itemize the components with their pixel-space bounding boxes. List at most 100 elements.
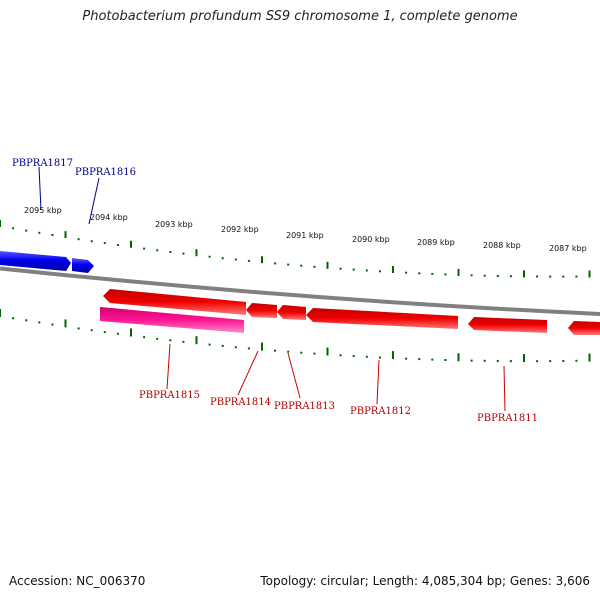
scale-label-2087: 2087 kbp — [549, 244, 587, 253]
upper-scale-major-tick — [0, 220, 1, 227]
lower-scale-minor-tick — [221, 344, 224, 347]
gene-label-rev-b[interactable]: PBPRA1814 — [210, 397, 271, 408]
gene-arrow-rev-c-1[interactable] — [246, 303, 277, 318]
upper-scale-major-tick — [261, 256, 263, 264]
lower-scale-minor-tick — [431, 358, 434, 361]
lower-scale-minor-tick — [496, 360, 499, 362]
lower-scale-minor-tick — [562, 360, 565, 362]
scale-label-2093: 2093 kbp — [155, 220, 193, 229]
lower-scale-minor-tick — [352, 355, 355, 358]
gene-arrow-rev-c-2[interactable] — [277, 305, 306, 320]
lower-scale-minor-tick — [444, 359, 447, 361]
upper-scale-minor-tick — [562, 275, 565, 278]
lower-scale-major-tick — [261, 342, 263, 351]
upper-scale-minor-tick — [103, 242, 106, 245]
upper-scale-minor-tick — [549, 275, 552, 278]
upper-scale-track — [0, 220, 591, 278]
upper-scale-minor-tick — [536, 275, 539, 278]
upper-scale-minor-tick — [274, 262, 277, 265]
gene-arrow-rev-f[interactable] — [568, 321, 600, 335]
scale-label-2095: 2095 kbp — [24, 206, 62, 215]
upper-scale-minor-tick — [169, 251, 172, 253]
upper-scale-minor-tick — [444, 273, 447, 276]
upper-scale-minor-tick — [116, 244, 119, 246]
gene-label-rev-a[interactable]: PBPRA1815 — [139, 390, 200, 401]
upper-scale-minor-tick — [300, 264, 303, 267]
gene-arrow-fwd-b[interactable] — [72, 258, 94, 273]
upper-scale-minor-tick — [313, 265, 316, 268]
upper-scale-major-tick — [457, 268, 460, 276]
upper-scale-minor-tick — [470, 274, 473, 277]
upper-scale-major-tick — [588, 270, 591, 278]
upper-scale-major-tick — [64, 231, 67, 239]
label-leaders — [38, 166, 506, 412]
lower-scale-minor-tick — [156, 337, 159, 340]
upper-scale-minor-tick — [365, 269, 368, 272]
upper-scale-major-tick — [523, 270, 525, 278]
upper-scale-minor-tick — [156, 249, 159, 252]
lower-scale-minor-tick — [12, 317, 15, 320]
upper-scale-minor-tick — [38, 231, 41, 234]
lower-scale-minor-tick — [51, 323, 54, 326]
lower-scale-track — [0, 309, 591, 363]
upper-scale-minor-tick — [418, 272, 421, 275]
gene-label-fwd-a[interactable]: PBPRA1817 — [12, 158, 73, 169]
scale-label-2089: 2089 kbp — [417, 238, 455, 247]
gene-label-fwd-b[interactable]: PBPRA1816 — [75, 167, 136, 178]
upper-scale-major-tick — [392, 266, 394, 273]
upper-scale-minor-tick — [77, 238, 80, 241]
lower-scale-minor-tick — [25, 319, 28, 322]
genome-summary-text: Topology: circular; Length: 4,085,304 bp… — [260, 574, 590, 588]
lower-scale-minor-tick — [313, 352, 316, 355]
lower-scale-minor-tick — [470, 359, 473, 362]
lower-scale-major-tick — [0, 309, 1, 317]
page-title: Photobacterium profundum SS9 chromosome … — [82, 9, 518, 24]
upper-scale-minor-tick — [247, 259, 250, 262]
gene-label-rev-c[interactable]: PBPRA1813 — [274, 401, 335, 412]
leader-rev-a — [166, 343, 171, 390]
scale-label-2090: 2090 kbp — [352, 235, 390, 244]
scale-labels: 2095 kbp 2094 kbp 2093 kbp 2092 kbp 2091… — [24, 206, 587, 253]
gene-arrow-rev-d[interactable] — [306, 308, 458, 329]
lower-scale-major-tick — [130, 328, 132, 337]
upper-scale-minor-tick — [483, 274, 486, 277]
upper-scale-minor-tick — [208, 255, 211, 258]
lower-scale-major-tick — [195, 336, 198, 345]
leader-fwd-a — [38, 166, 42, 211]
upper-scale-minor-tick — [51, 234, 54, 236]
lower-scale-minor-tick — [208, 343, 211, 346]
gene-arrow-fwd-a[interactable] — [0, 251, 71, 271]
upper-scale-minor-tick — [234, 258, 237, 261]
upper-scale-minor-tick — [378, 270, 381, 273]
accession-text: Accession: NC_006370 — [9, 574, 146, 588]
lower-scale-major-tick — [392, 351, 394, 360]
gene-label-rev-d[interactable]: PBPRA1812 — [350, 406, 411, 417]
lower-scale-minor-tick — [77, 327, 80, 330]
gene-arrow-rev-b[interactable] — [103, 289, 246, 315]
gene-arrow-rev-e[interactable] — [468, 317, 547, 333]
lower-scale-minor-tick — [116, 332, 119, 335]
lower-scale-minor-tick — [575, 359, 578, 362]
lower-scale-minor-tick — [287, 350, 290, 353]
lower-scale-minor-tick — [365, 355, 368, 358]
gene-arrow-rev-a[interactable] — [100, 307, 244, 333]
upper-scale-minor-tick — [287, 263, 290, 266]
scale-label-2091: 2091 kbp — [286, 231, 324, 240]
scale-label-2092: 2092 kbp — [221, 225, 259, 234]
lower-scale-minor-tick — [103, 331, 106, 334]
upper-scale-minor-tick — [509, 275, 512, 278]
scale-label-2094: 2094 kbp — [90, 213, 128, 222]
leader-rev-d — [376, 359, 380, 405]
lower-scale-minor-tick — [549, 360, 552, 363]
lower-scale-minor-tick — [339, 354, 342, 357]
lower-scale-minor-tick — [247, 347, 250, 350]
upper-scale-minor-tick — [12, 227, 15, 230]
chromosome-backbone — [0, 266, 600, 316]
gene-label-rev-e[interactable]: PBPRA1811 — [477, 413, 538, 424]
upper-scale-minor-tick — [405, 271, 408, 274]
scale-label-2088: 2088 kbp — [483, 241, 521, 250]
upper-scale-minor-tick — [182, 252, 185, 255]
leader-rev-e — [503, 365, 506, 412]
leader-rev-c — [287, 352, 301, 399]
